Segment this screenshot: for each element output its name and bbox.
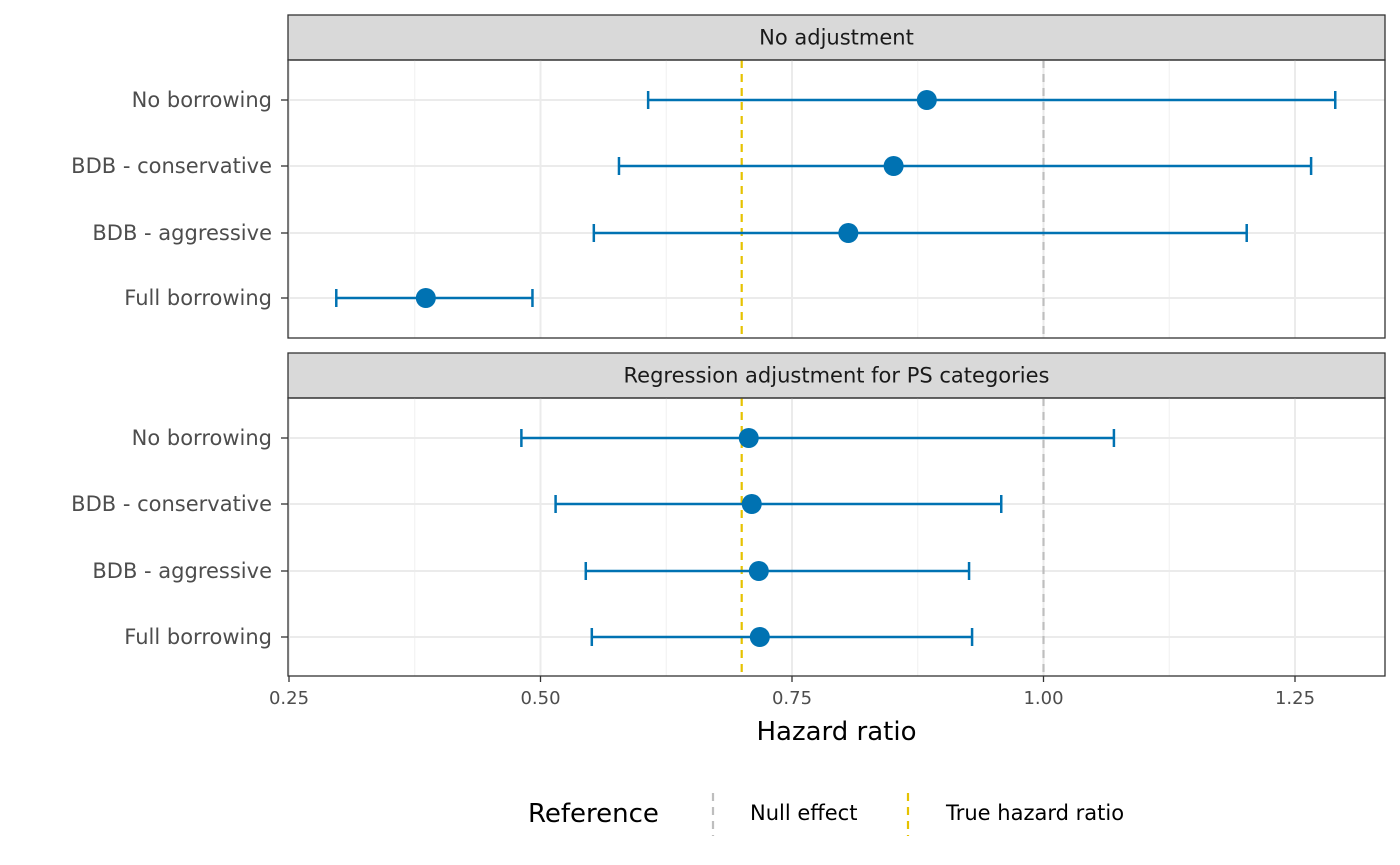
chart-panels: No adjustment No borrowing BDB - conservat…: [71, 14, 1386, 677]
panel-2: Regression adjustment for PS categories N…: [71, 352, 1386, 677]
legend-items: Null effect True hazard ratio: [711, 793, 1124, 836]
estimate-point: [916, 90, 937, 110]
x-tick-label: 0.25: [269, 688, 309, 709]
x-tick-label: 1.25: [1275, 688, 1315, 709]
legend-label: Null effect: [750, 801, 857, 825]
y-tick-label: BDB - aggressive: [92, 559, 272, 583]
legend-label: True hazard ratio: [945, 801, 1124, 825]
y-tick-label: No borrowing: [132, 88, 272, 112]
legend: Reference Null effect True hazard ratio: [528, 793, 1124, 836]
panel-strip-title: No adjustment: [759, 26, 914, 50]
panel-strip-title: Regression adjustment for PS categories: [624, 364, 1050, 388]
x-tick-label: 1.00: [1023, 688, 1063, 709]
y-tick-label: Full borrowing: [124, 625, 272, 649]
estimate-point: [748, 561, 769, 581]
estimate-point: [741, 494, 762, 514]
y-tick-label: Full borrowing: [124, 286, 272, 310]
estimate-point: [749, 627, 770, 647]
panel-border: [287, 397, 1386, 677]
y-tick-label: BDB - conservative: [71, 154, 272, 178]
panel-1: No adjustment No borrowing BDB - conservat…: [71, 14, 1386, 339]
estimate-point: [415, 288, 436, 308]
panel-border: [287, 59, 1386, 339]
x-tick-label: 0.75: [772, 688, 812, 709]
x-axis: 0.25 0.50 0.75 1.00 1.25: [269, 676, 1315, 709]
x-axis-label: Hazard ratio: [756, 717, 916, 747]
panel-strip: [287, 14, 1386, 61]
y-tick-label: BDB - aggressive: [92, 221, 272, 245]
estimate-point: [883, 156, 904, 176]
x-tick-label: 0.50: [520, 688, 560, 709]
estimate-point: [838, 223, 859, 243]
legend-title: Reference: [528, 799, 659, 829]
estimate-point: [738, 428, 759, 448]
y-tick-label: No borrowing: [132, 426, 272, 450]
y-tick-label: BDB - conservative: [71, 492, 272, 516]
